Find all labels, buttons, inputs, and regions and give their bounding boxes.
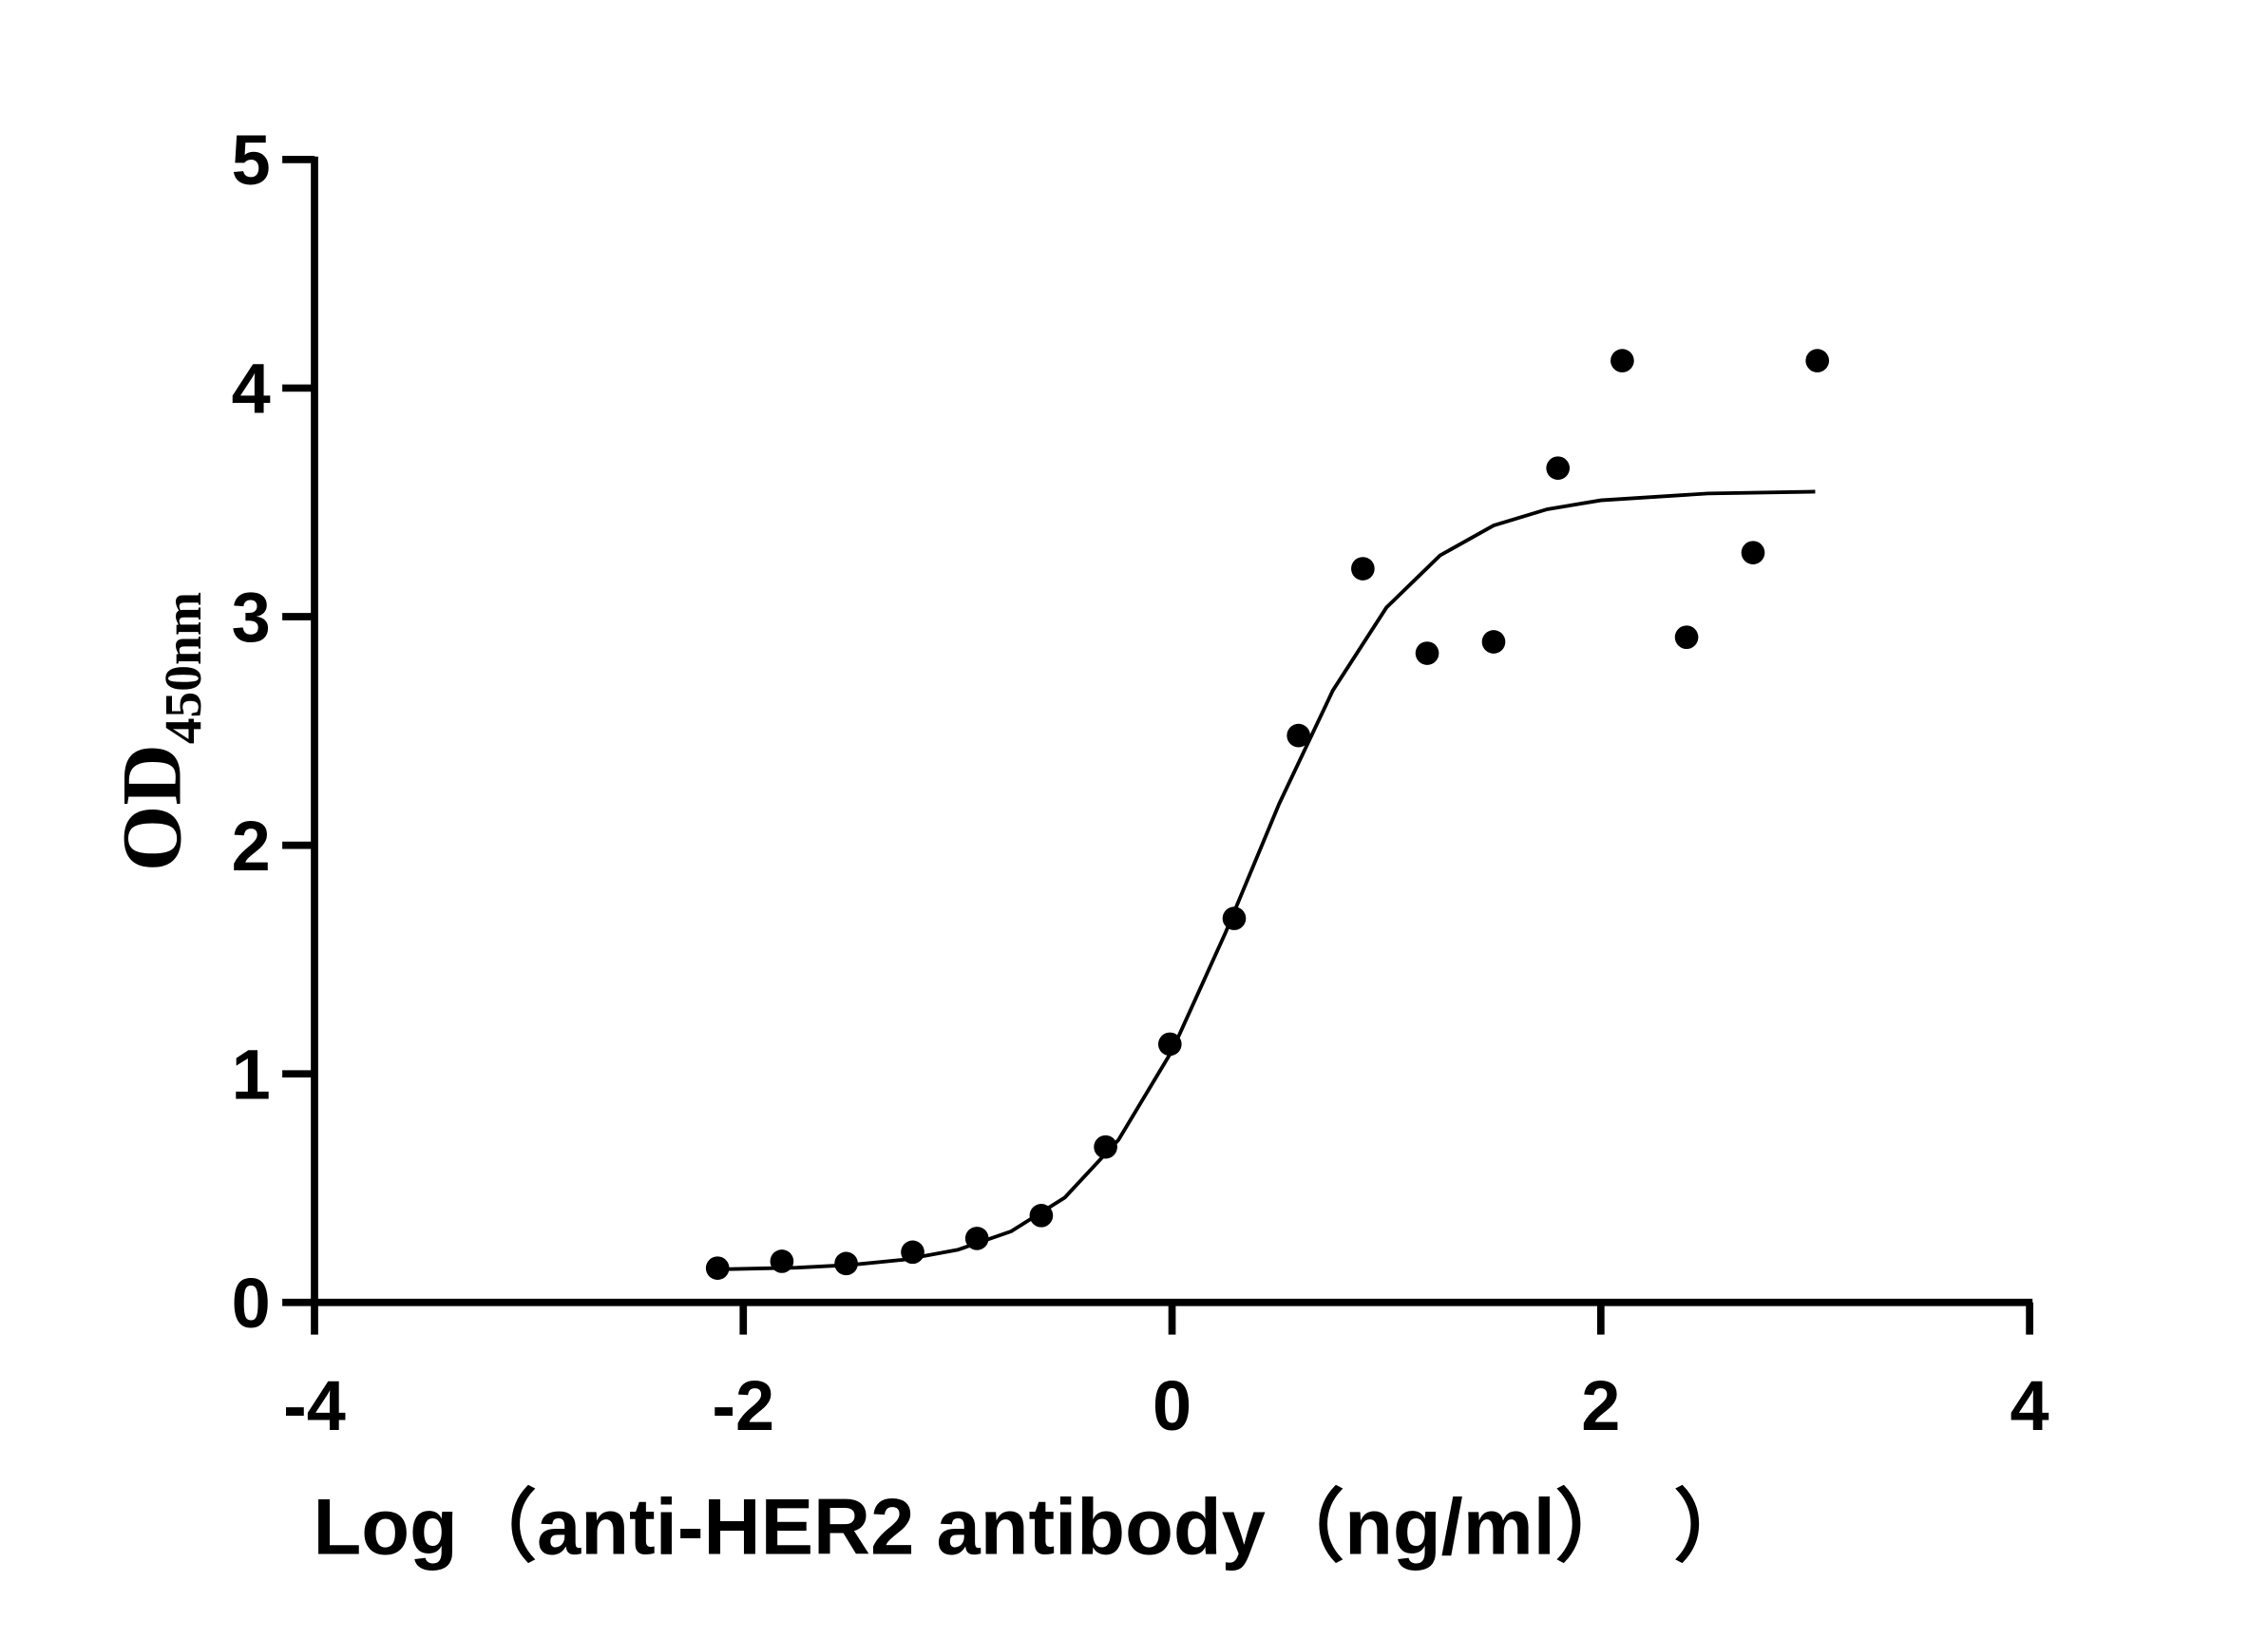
y-axis-title-subscript: 450nm [154, 592, 212, 744]
data-point [1157, 1032, 1182, 1057]
y-tick-label: 0 [232, 1264, 271, 1343]
x-tick-label: -4 [283, 1366, 346, 1445]
data-point [1029, 1204, 1054, 1228]
fit-curve [721, 489, 1816, 1271]
y-axis-title-main: OD [105, 744, 199, 871]
data-point [1415, 641, 1439, 665]
data-point [834, 1251, 858, 1276]
x-tick-label: 4 [2011, 1366, 2049, 1445]
y-tick-label: 3 [232, 578, 271, 657]
y-tick-label: 5 [232, 121, 271, 200]
data-point [1222, 906, 1247, 930]
data-point [1286, 723, 1310, 748]
y-axis-title: OD450nm [105, 592, 212, 871]
y-tick-label: 4 [232, 350, 271, 429]
y-tick-label: 2 [232, 807, 271, 886]
data-point [1094, 1134, 1117, 1159]
x-tick-label: 0 [1153, 1366, 1191, 1445]
data-point [1546, 456, 1571, 480]
data-point [1610, 349, 1634, 372]
x-tick-label: -2 [712, 1366, 774, 1445]
data-point [705, 1256, 730, 1280]
x-axis-title: Log（anti-HER2 antibody（ng/ml） ） [313, 1483, 1752, 1572]
data-point [1351, 557, 1375, 581]
data-point [901, 1240, 924, 1265]
x-tick-label: 2 [1581, 1366, 1620, 1445]
data-point [1481, 630, 1506, 654]
y-tick-label: 1 [232, 1035, 271, 1114]
data-point [1741, 541, 1765, 564]
data-point [1674, 625, 1699, 650]
data-point [964, 1227, 989, 1250]
data-point [1805, 349, 1830, 372]
data-point [770, 1249, 794, 1273]
